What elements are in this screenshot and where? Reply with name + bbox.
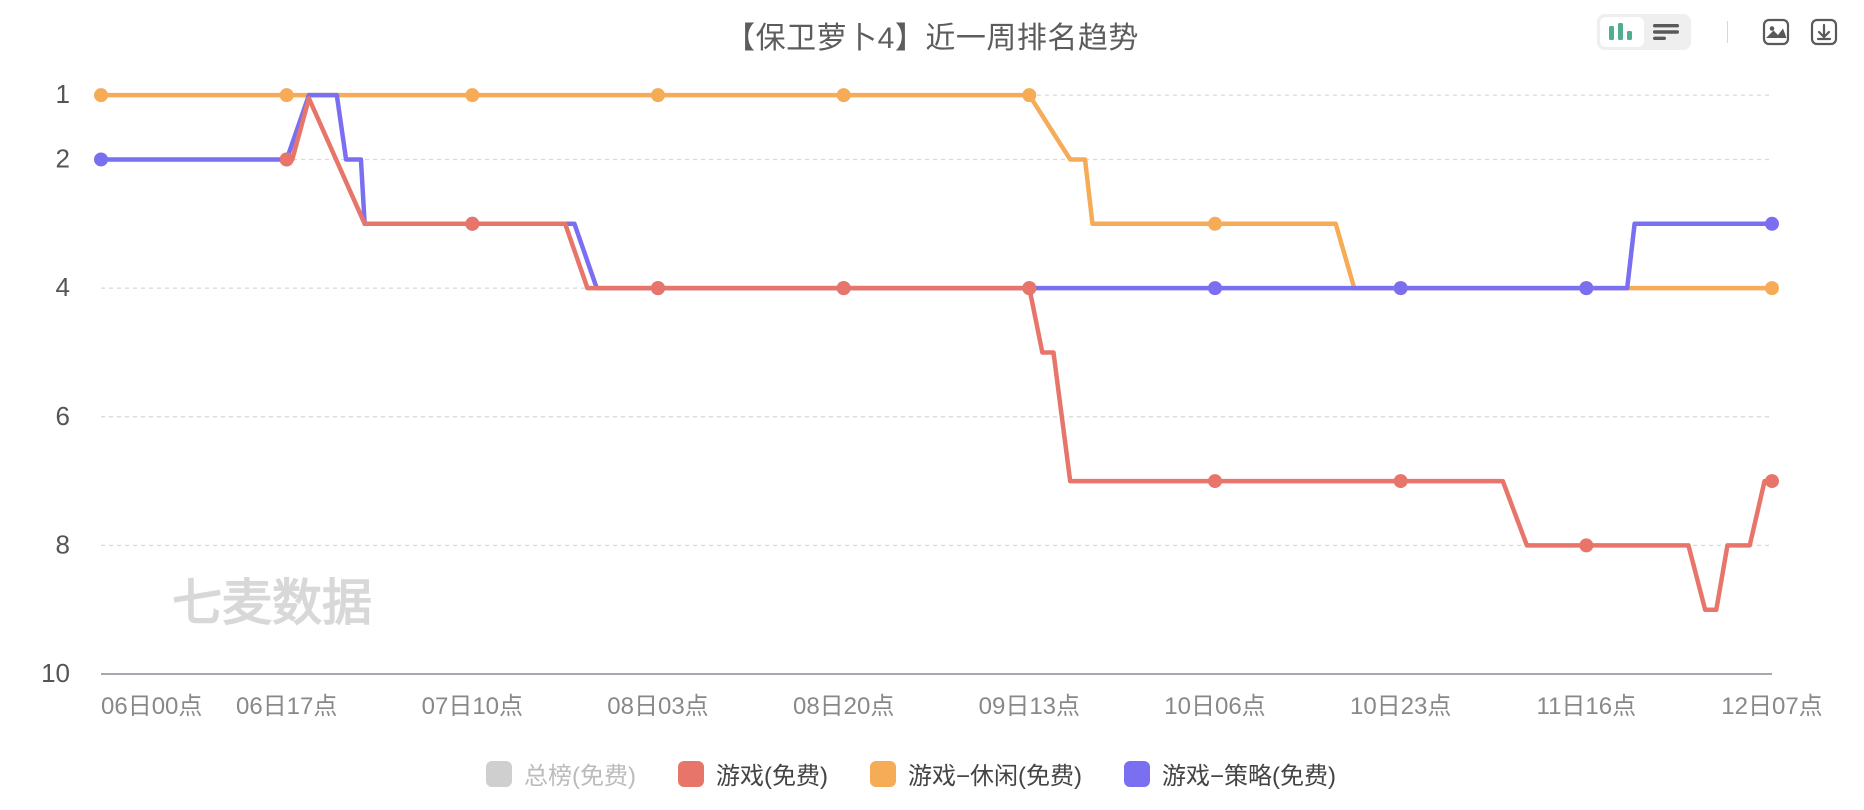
svg-text:11日16点: 11日16点 <box>1537 693 1637 720</box>
svg-text:七麦数据: 七麦数据 <box>172 575 372 631</box>
svg-text:10日06点: 10日06点 <box>1164 693 1265 720</box>
svg-text:08日03点: 08日03点 <box>607 693 708 720</box>
svg-text:08日20点: 08日20点 <box>793 693 894 720</box>
svg-text:8: 8 <box>56 529 70 559</box>
svg-text:10日23点: 10日23点 <box>1350 693 1451 720</box>
svg-text:09日13点: 09日13点 <box>979 693 1080 720</box>
svg-text:12日07点: 12日07点 <box>1721 693 1822 720</box>
svg-text:1: 1 <box>56 79 70 109</box>
svg-text:10: 10 <box>41 658 70 688</box>
svg-text:06日00点: 06日00点 <box>101 693 202 720</box>
svg-text:06日17点: 06日17点 <box>236 693 337 720</box>
svg-text:07日10点: 07日10点 <box>422 693 523 720</box>
svg-text:6: 6 <box>56 401 70 431</box>
svg-text:4: 4 <box>56 272 70 302</box>
svg-text:2: 2 <box>56 143 70 173</box>
